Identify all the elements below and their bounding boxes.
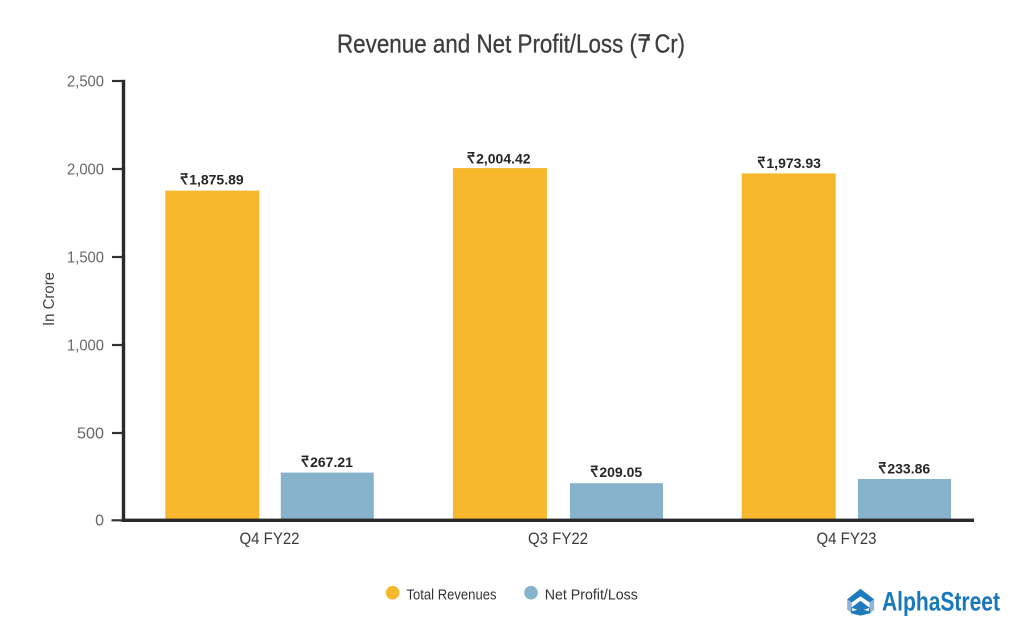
svg-text:1,000: 1,000 [67,338,104,355]
svg-text:Total Revenues: Total Revenues [407,588,497,604]
svg-text:2,000: 2,000 [67,162,104,179]
svg-text:2,004.42: 2,004.42 [476,150,531,166]
svg-text:2,500: 2,500 [67,74,104,91]
svg-text:Revenue and Net Profit/Loss (: Revenue and Net Profit/Loss ( [337,28,637,58]
svg-text:233.86: 233.86 [887,461,930,477]
svg-text:500: 500 [77,426,104,443]
svg-text:0: 0 [95,512,104,529]
svg-text:AlphaStreet: AlphaStreet [882,587,1000,617]
svg-text:1,875.89: 1,875.89 [189,172,244,188]
svg-text:Cr): Cr) [655,28,686,58]
svg-text:209.05: 209.05 [599,464,642,480]
svg-text:Q4 FY23: Q4 FY23 [817,529,877,548]
svg-text:Net Profit/Loss: Net Profit/Loss [545,588,638,604]
svg-text:Q3 FY22: Q3 FY22 [528,529,588,548]
svg-text:1,500: 1,500 [67,250,104,267]
svg-text:1,973.93: 1,973.93 [766,155,821,171]
svg-text:Q4 FY22: Q4 FY22 [240,529,300,548]
svg-text:In Crore: In Crore [41,272,58,326]
svg-text:267.21: 267.21 [310,454,353,470]
